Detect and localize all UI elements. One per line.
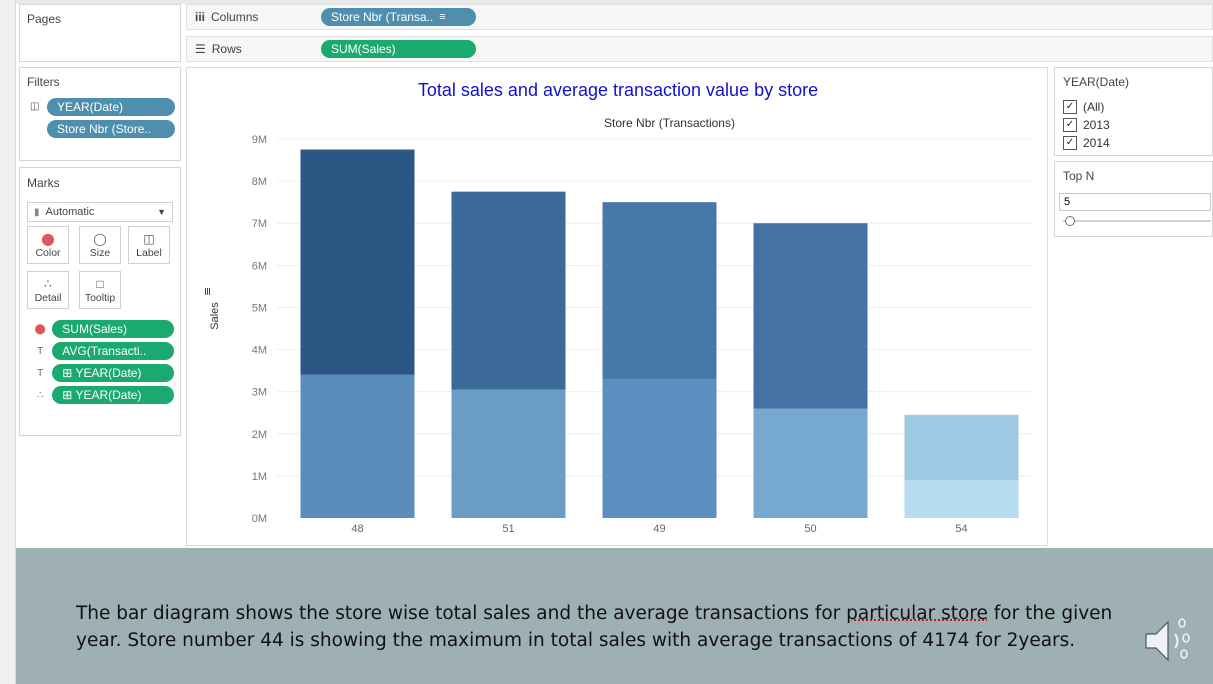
bar-segment: [602, 202, 717, 380]
tooltip-icon: □: [96, 277, 104, 291]
y-tick-label: 1M: [252, 471, 267, 483]
filters-title: Filters: [27, 75, 60, 89]
database-icon: ◫: [30, 101, 40, 112]
marks-panel: Marks ▮ Automatic ▼ ⬤ Color ◯ Size ◫ Lab…: [19, 167, 181, 436]
marks-title: Marks: [27, 176, 60, 190]
label-icon: ◫: [143, 232, 155, 246]
rows-label: Rows: [211, 42, 242, 56]
pages-label: Pages: [27, 12, 62, 26]
topn-slider-handle[interactable]: [1065, 216, 1075, 226]
x-axis-title: Store Nbr (Transactions): [604, 116, 735, 130]
x-tick-label: 50: [804, 523, 816, 535]
label-button[interactable]: ◫ Label: [128, 226, 170, 264]
left-margin: [0, 0, 16, 684]
y-tick-label: 4M: [252, 345, 267, 357]
bar-segment: [904, 414, 1019, 481]
caption-area: The bar diagram shows the store wise tot…: [16, 548, 1213, 684]
chart-title: Total sales and average transaction valu…: [417, 80, 819, 100]
color-button[interactable]: ⬤ Color: [27, 226, 69, 264]
topn-slider-track[interactable]: [1063, 220, 1211, 222]
mark-type-label: Automatic: [45, 206, 95, 218]
bar-segment: [753, 408, 868, 518]
sort-icon: ≡: [439, 11, 446, 23]
detail-icon: ∴: [36, 389, 44, 401]
columns-label: Columns: [211, 10, 259, 24]
marks-fields: ⬤ SUM(Sales) T AVG(Transacti.. T ⊞ YEAR(…: [34, 319, 174, 405]
y-tick-label: 5M: [252, 302, 267, 314]
bar-segment: [300, 374, 415, 518]
filter-pill-year[interactable]: YEAR(Date): [47, 98, 175, 116]
year-option-all[interactable]: ✓ (All): [1063, 98, 1110, 116]
chevron-down-icon: ▼: [157, 207, 166, 217]
y-tick-label: 9M: [252, 134, 267, 146]
y-tick-label: 0M: [252, 513, 267, 525]
sort-icon: ≡: [201, 287, 214, 296]
y-tick-label: 2M: [252, 429, 267, 441]
bar-segment: [753, 223, 868, 409]
bar-chart: 0M 1M 2M 3M 4M 5M 6M 7M 8M 9M Store Nbr (Transacti…: [201, 116, 1032, 535]
chart-view[interactable]: Total sales and average transaction valu…: [186, 67, 1048, 546]
filters-panel: Filters ◫ YEAR(Date) Store Nbr (Store..: [19, 67, 181, 161]
bar-segment: [451, 191, 566, 390]
speaker-icon[interactable]: [1142, 614, 1192, 668]
mark-field-avg-transactions[interactable]: T AVG(Transacti..: [34, 341, 174, 361]
bar-chart-icon: ▮: [34, 206, 40, 218]
color-icon: ⬤: [34, 323, 46, 335]
filter-pill-store[interactable]: Store Nbr (Store..: [47, 120, 175, 138]
y-tick-label: 3M: [252, 387, 267, 399]
y-tick-label: 7M: [252, 218, 267, 230]
label-icon: T: [37, 367, 44, 379]
mark-field-year-label[interactable]: T ⊞ YEAR(Date): [34, 363, 174, 383]
checkbox-checked-icon: ✓: [1063, 118, 1077, 132]
bar-segment: [602, 379, 717, 518]
x-tick-label: 49: [653, 523, 665, 535]
year-option-2013[interactable]: ✓ 2013: [1063, 116, 1110, 134]
columns-shelf[interactable]: iii Columns Store Nbr (Transa.. ≡: [186, 4, 1213, 30]
size-button[interactable]: ◯ Size: [79, 226, 121, 264]
top-border: [16, 0, 1213, 4]
bar-segment: [300, 149, 415, 375]
rows-icon: ☰: [195, 42, 206, 56]
label-icon: T: [37, 345, 44, 357]
bar-segment: [904, 480, 1019, 518]
checkbox-checked-icon: ✓: [1063, 136, 1077, 150]
topn-card: Top N: [1054, 161, 1213, 237]
year-option-2014[interactable]: ✓ 2014: [1063, 134, 1110, 152]
topn-title: Top N: [1063, 169, 1095, 183]
size-icon: ◯: [93, 232, 107, 246]
bar-segment: [451, 389, 566, 518]
mark-type-dropdown[interactable]: ▮ Automatic ▼: [27, 202, 173, 222]
y-axis-title: Sales: [209, 302, 221, 330]
y-tick-label: 8M: [252, 176, 267, 188]
x-tick-label: 51: [502, 523, 514, 535]
x-tick-label: 48: [351, 523, 363, 535]
detail-icon: ∴: [44, 277, 52, 291]
caption-text: The bar diagram shows the store wise tot…: [76, 603, 1113, 651]
columns-icon: iii: [195, 10, 206, 24]
topn-input[interactable]: [1059, 193, 1211, 211]
y-tick-label: 6M: [252, 260, 267, 272]
mark-field-year-detail[interactable]: ∴ ⊞ YEAR(Date): [34, 385, 174, 405]
rows-pill[interactable]: SUM(Sales): [321, 40, 476, 58]
year-filter-title: YEAR(Date): [1063, 75, 1130, 89]
mark-field-sales[interactable]: ⬤ SUM(Sales): [34, 319, 174, 339]
pages-panel[interactable]: Pages: [19, 4, 181, 62]
tooltip-button[interactable]: □ Tooltip: [79, 271, 121, 309]
year-filter-card: YEAR(Date) ✓ (All) ✓ 2013 ✓ 2014: [1054, 67, 1213, 156]
checkbox-checked-icon: ✓: [1063, 100, 1077, 114]
x-tick-label: 54: [955, 523, 967, 535]
color-icon: ⬤: [41, 232, 55, 246]
rows-shelf[interactable]: ☰ Rows SUM(Sales): [186, 36, 1213, 62]
detail-button[interactable]: ∴ Detail: [27, 271, 69, 309]
columns-pill[interactable]: Store Nbr (Transa.. ≡: [321, 8, 476, 26]
